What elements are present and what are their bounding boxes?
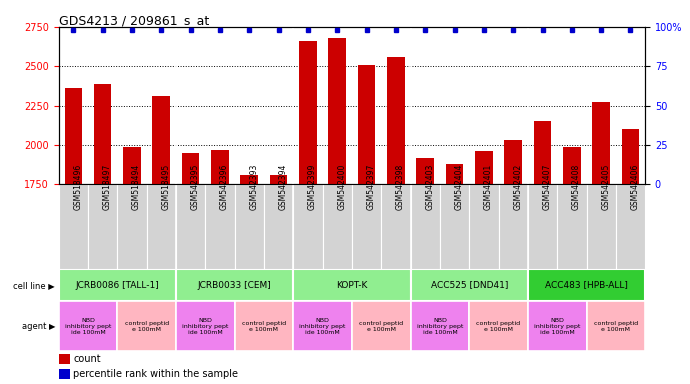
Text: GSM542398: GSM542398: [396, 164, 405, 210]
Bar: [446, 164, 464, 384]
Text: GDS4213 / 209861_s_at: GDS4213 / 209861_s_at: [59, 14, 209, 27]
Bar: [235, 184, 264, 269]
Text: GSM542400: GSM542400: [337, 164, 346, 210]
Bar: [206, 184, 235, 269]
Text: GSM518497: GSM518497: [103, 164, 112, 210]
Bar: [528, 184, 558, 269]
Text: ACC525 [DND41]: ACC525 [DND41]: [431, 281, 508, 290]
Text: GSM542401: GSM542401: [484, 164, 493, 210]
Text: GSM542396: GSM542396: [220, 164, 229, 210]
Text: percentile rank within the sample: percentile rank within the sample: [73, 369, 238, 379]
Bar: [411, 301, 469, 351]
Text: GSM542397: GSM542397: [366, 164, 375, 210]
Text: GSM542404: GSM542404: [455, 164, 464, 210]
Bar: [299, 41, 317, 384]
Bar: [528, 269, 645, 301]
Bar: [469, 301, 528, 351]
Bar: [293, 269, 411, 301]
Text: count: count: [73, 354, 101, 364]
Text: agent ▶: agent ▶: [21, 322, 55, 331]
Text: KOPT-K: KOPT-K: [336, 281, 368, 290]
Bar: [117, 301, 176, 351]
Bar: [558, 184, 586, 269]
Bar: [387, 57, 404, 384]
Text: NBD
inhibitory pept
ide 100mM: NBD inhibitory pept ide 100mM: [182, 318, 228, 335]
Text: control peptid
e 100mM: control peptid e 100mM: [359, 321, 403, 332]
Text: NBD
inhibitory pept
ide 100mM: NBD inhibitory pept ide 100mM: [299, 318, 346, 335]
Bar: [352, 301, 411, 351]
Bar: [328, 38, 346, 384]
Text: GSM518496: GSM518496: [73, 164, 82, 210]
Text: NBD
inhibitory pept
ide 100mM: NBD inhibitory pept ide 100mM: [65, 318, 111, 335]
Text: JCRB0086 [TALL-1]: JCRB0086 [TALL-1]: [75, 281, 159, 290]
Bar: [235, 301, 293, 351]
Text: GSM542405: GSM542405: [601, 164, 610, 210]
Bar: [124, 147, 141, 384]
Bar: [586, 184, 616, 269]
Text: GSM542394: GSM542394: [279, 164, 288, 210]
Text: GSM542393: GSM542393: [249, 164, 258, 210]
Bar: [593, 103, 610, 384]
Text: GSM518494: GSM518494: [132, 164, 141, 210]
Bar: [616, 184, 645, 269]
Bar: [264, 184, 293, 269]
Bar: [65, 88, 82, 384]
Text: control peptid
e 100mM: control peptid e 100mM: [242, 321, 286, 332]
Text: JCRB0033 [CEM]: JCRB0033 [CEM]: [198, 281, 271, 290]
Bar: [469, 184, 499, 269]
Bar: [475, 151, 493, 384]
Text: GSM542399: GSM542399: [308, 164, 317, 210]
Bar: [563, 147, 581, 384]
Bar: [411, 269, 528, 301]
Text: cell line ▶: cell line ▶: [13, 281, 55, 290]
Bar: [59, 184, 88, 269]
Bar: [270, 175, 288, 384]
Bar: [176, 269, 293, 301]
Bar: [293, 301, 352, 351]
Bar: [88, 184, 117, 269]
Text: GSM542402: GSM542402: [513, 164, 522, 210]
Bar: [59, 269, 176, 301]
Bar: [211, 150, 229, 384]
Bar: [59, 354, 70, 364]
Bar: [182, 153, 199, 384]
Bar: [59, 369, 70, 379]
Text: GSM542407: GSM542407: [542, 164, 551, 210]
Bar: [382, 184, 411, 269]
Bar: [504, 140, 522, 384]
Bar: [528, 301, 586, 351]
Bar: [176, 184, 206, 269]
Text: GSM542408: GSM542408: [572, 164, 581, 210]
Bar: [59, 301, 117, 351]
Bar: [117, 184, 147, 269]
Bar: [352, 184, 381, 269]
Bar: [417, 157, 434, 384]
Bar: [293, 184, 323, 269]
Text: GSM542406: GSM542406: [631, 164, 640, 210]
Bar: [358, 65, 375, 384]
Bar: [534, 121, 551, 384]
Bar: [176, 301, 235, 351]
Text: control peptid
e 100mM: control peptid e 100mM: [594, 321, 638, 332]
Text: NBD
inhibitory pept
ide 100mM: NBD inhibitory pept ide 100mM: [534, 318, 580, 335]
Bar: [411, 184, 440, 269]
Bar: [152, 96, 170, 384]
Bar: [147, 184, 176, 269]
Bar: [586, 301, 645, 351]
Bar: [440, 184, 469, 269]
Text: ACC483 [HPB-ALL]: ACC483 [HPB-ALL]: [545, 281, 628, 290]
Bar: [622, 129, 640, 384]
Bar: [241, 175, 258, 384]
Text: control peptid
e 100mM: control peptid e 100mM: [125, 321, 168, 332]
Text: NBD
inhibitory pept
ide 100mM: NBD inhibitory pept ide 100mM: [417, 318, 463, 335]
Bar: [499, 184, 528, 269]
Text: control peptid
e 100mM: control peptid e 100mM: [477, 321, 520, 332]
Bar: [323, 184, 352, 269]
Bar: [94, 84, 112, 384]
Text: GSM542403: GSM542403: [425, 164, 434, 210]
Text: GSM542395: GSM542395: [190, 164, 199, 210]
Text: GSM518495: GSM518495: [161, 164, 170, 210]
